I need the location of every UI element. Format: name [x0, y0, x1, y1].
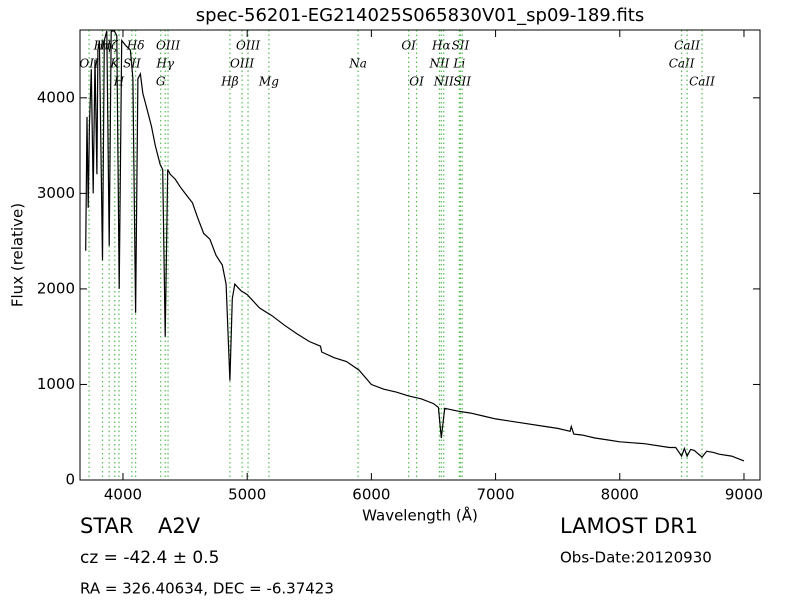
spectral-line-label: OIII: [230, 57, 254, 71]
spectral-line-label: CaII: [674, 39, 700, 53]
y-tick-label: 3000: [37, 184, 75, 202]
spectrum: [85, 30, 745, 462]
spectral-line-label: K: [109, 57, 120, 71]
spectral-line-label: Na: [348, 57, 367, 71]
spectral-line-label: Li: [452, 57, 465, 71]
spectral-line-label: Hβ: [220, 75, 238, 89]
spectral-line-label: OII: [79, 57, 99, 71]
x-tick-label: 9000: [725, 486, 763, 504]
y-tick-label: 1000: [37, 375, 75, 393]
redshift: cz = -42.4 ± 0.5: [80, 548, 219, 568]
spectral-line-label: Hγ: [155, 57, 174, 71]
y-tick-label: 0: [65, 471, 75, 489]
x-tick-label: 7000: [476, 486, 514, 504]
survey: LAMOST DR1: [560, 514, 698, 538]
spectral-line-label: SII: [453, 75, 471, 89]
spectral-line-label: NII: [428, 57, 449, 71]
spectral-line-label: OI: [409, 75, 424, 89]
coordinates: RA = 326.40634, DEC = -6.37423: [80, 580, 334, 598]
spectral-line-label: G: [156, 75, 166, 89]
plot-frame: [79, 29, 761, 481]
x-axis-label: Wavelength (Å): [362, 506, 478, 525]
y-axis-label: Flux (relative): [9, 203, 27, 307]
spectral-line-label: OIII: [156, 39, 180, 53]
obs-date: Obs-Date:20120930: [560, 549, 712, 567]
spectral-line-label: OIII: [236, 39, 260, 53]
x-tick-label: 4000: [104, 486, 142, 504]
spectral-line-label: OI: [401, 39, 416, 53]
x-tick-label: 5000: [228, 486, 266, 504]
class: STAR: [80, 514, 133, 538]
spectral-line-label: Hα: [431, 39, 451, 53]
spectral-line-label: SII: [452, 39, 470, 53]
spectral-line-label: NII: [433, 75, 454, 89]
spectral-line-label: CaII: [669, 57, 695, 71]
spectral-line-label: H: [113, 75, 125, 89]
y-tick-label: 2000: [37, 279, 75, 297]
subclass: A2V: [158, 514, 201, 538]
y-tick-label: 4000: [37, 88, 75, 106]
chart-title: spec-56201-EG214025S065830V01_sp09-189.f…: [196, 5, 644, 26]
spectral-line-label: CaII: [689, 75, 715, 89]
spectral-line-label: Mg: [258, 75, 279, 89]
spectral-line-label: Hδ: [126, 39, 145, 53]
x-tick-label: 6000: [352, 486, 390, 504]
x-tick-label: 8000: [601, 486, 639, 504]
